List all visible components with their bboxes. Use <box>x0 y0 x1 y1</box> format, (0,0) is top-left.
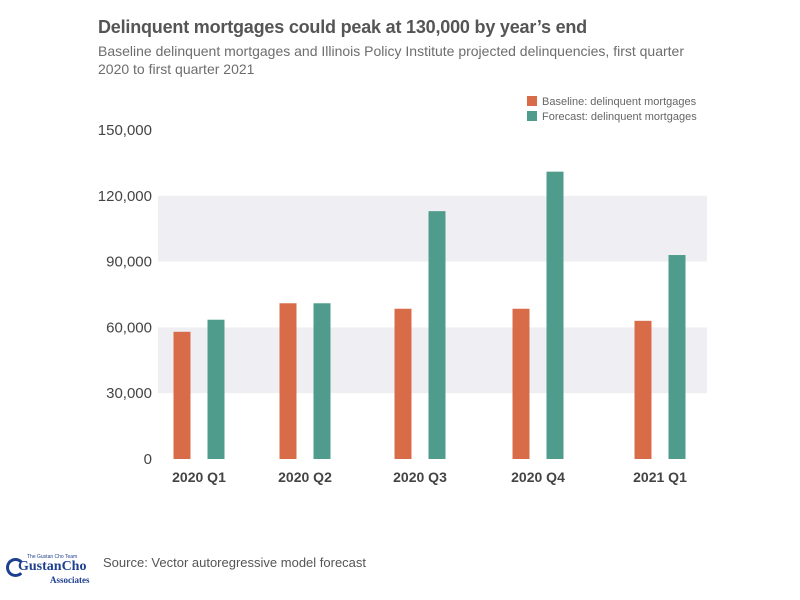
logo-tagline: The Gustan Cho Team <box>27 554 78 560</box>
chart-title: Delinquent mortgages could peak at 130,0… <box>98 17 587 37</box>
logo-name: GustanCho <box>18 559 87 574</box>
baseline-bar <box>634 320 652 459</box>
y-axis-ticks: 0 30,000 60,000 90,000 120,000 150,000 <box>98 122 152 468</box>
legend-label: Baseline: delinquent mortgages <box>542 96 697 108</box>
gustancho-logo: The Gustan Cho Team GustanCho Associates <box>4 554 96 588</box>
source-note: Source: Vector autoregressive model fore… <box>103 555 367 570</box>
forecast-bar <box>428 211 446 459</box>
x-tick-label: 2020 Q2 <box>278 469 332 485</box>
y-tick-label: 150,000 <box>98 122 152 139</box>
x-tick-label: 2021 Q1 <box>633 469 687 485</box>
forecast-bar <box>546 171 564 459</box>
y-tick-label: 0 <box>144 451 152 468</box>
x-tick-label: 2020 Q4 <box>511 469 565 485</box>
forecast-bar <box>668 255 686 459</box>
forecast-bar <box>207 319 225 459</box>
chart-subtitle: Baseline delinquent mortgages and Illino… <box>98 43 685 77</box>
baseline-bar <box>394 308 412 459</box>
x-tick-label: 2020 Q3 <box>393 469 447 485</box>
legend-swatch <box>527 111 537 121</box>
legend-swatch <box>527 96 537 106</box>
y-tick-label: 90,000 <box>106 254 152 271</box>
baseline-bar <box>173 331 191 459</box>
x-axis-categories: 2020 Q1 2020 Q2 2020 Q3 2020 Q4 2021 Q1 <box>172 469 687 485</box>
logo-subtitle: Associates <box>50 575 90 585</box>
baseline-bar <box>279 303 297 459</box>
y-tick-label: 60,000 <box>106 319 152 336</box>
y-tick-label: 120,000 <box>98 188 152 205</box>
x-tick-label: 2020 Q1 <box>172 469 226 485</box>
y-tick-label: 30,000 <box>106 385 152 402</box>
legend: Baseline: delinquent mortgages Forecast: … <box>527 96 697 123</box>
forecast-bar <box>313 303 331 459</box>
bars <box>173 171 686 459</box>
legend-label: Forecast: delinquent mortgages <box>542 111 697 123</box>
logo-g-icon <box>6 558 25 577</box>
baseline-bar <box>512 308 530 459</box>
